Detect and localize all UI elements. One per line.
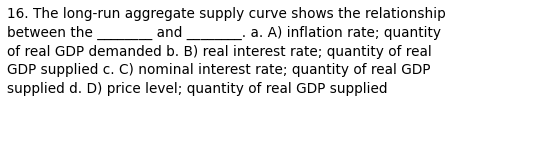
Text: 16. The long-run aggregate supply curve shows the relationship
between the _____: 16. The long-run aggregate supply curve … bbox=[7, 7, 446, 96]
